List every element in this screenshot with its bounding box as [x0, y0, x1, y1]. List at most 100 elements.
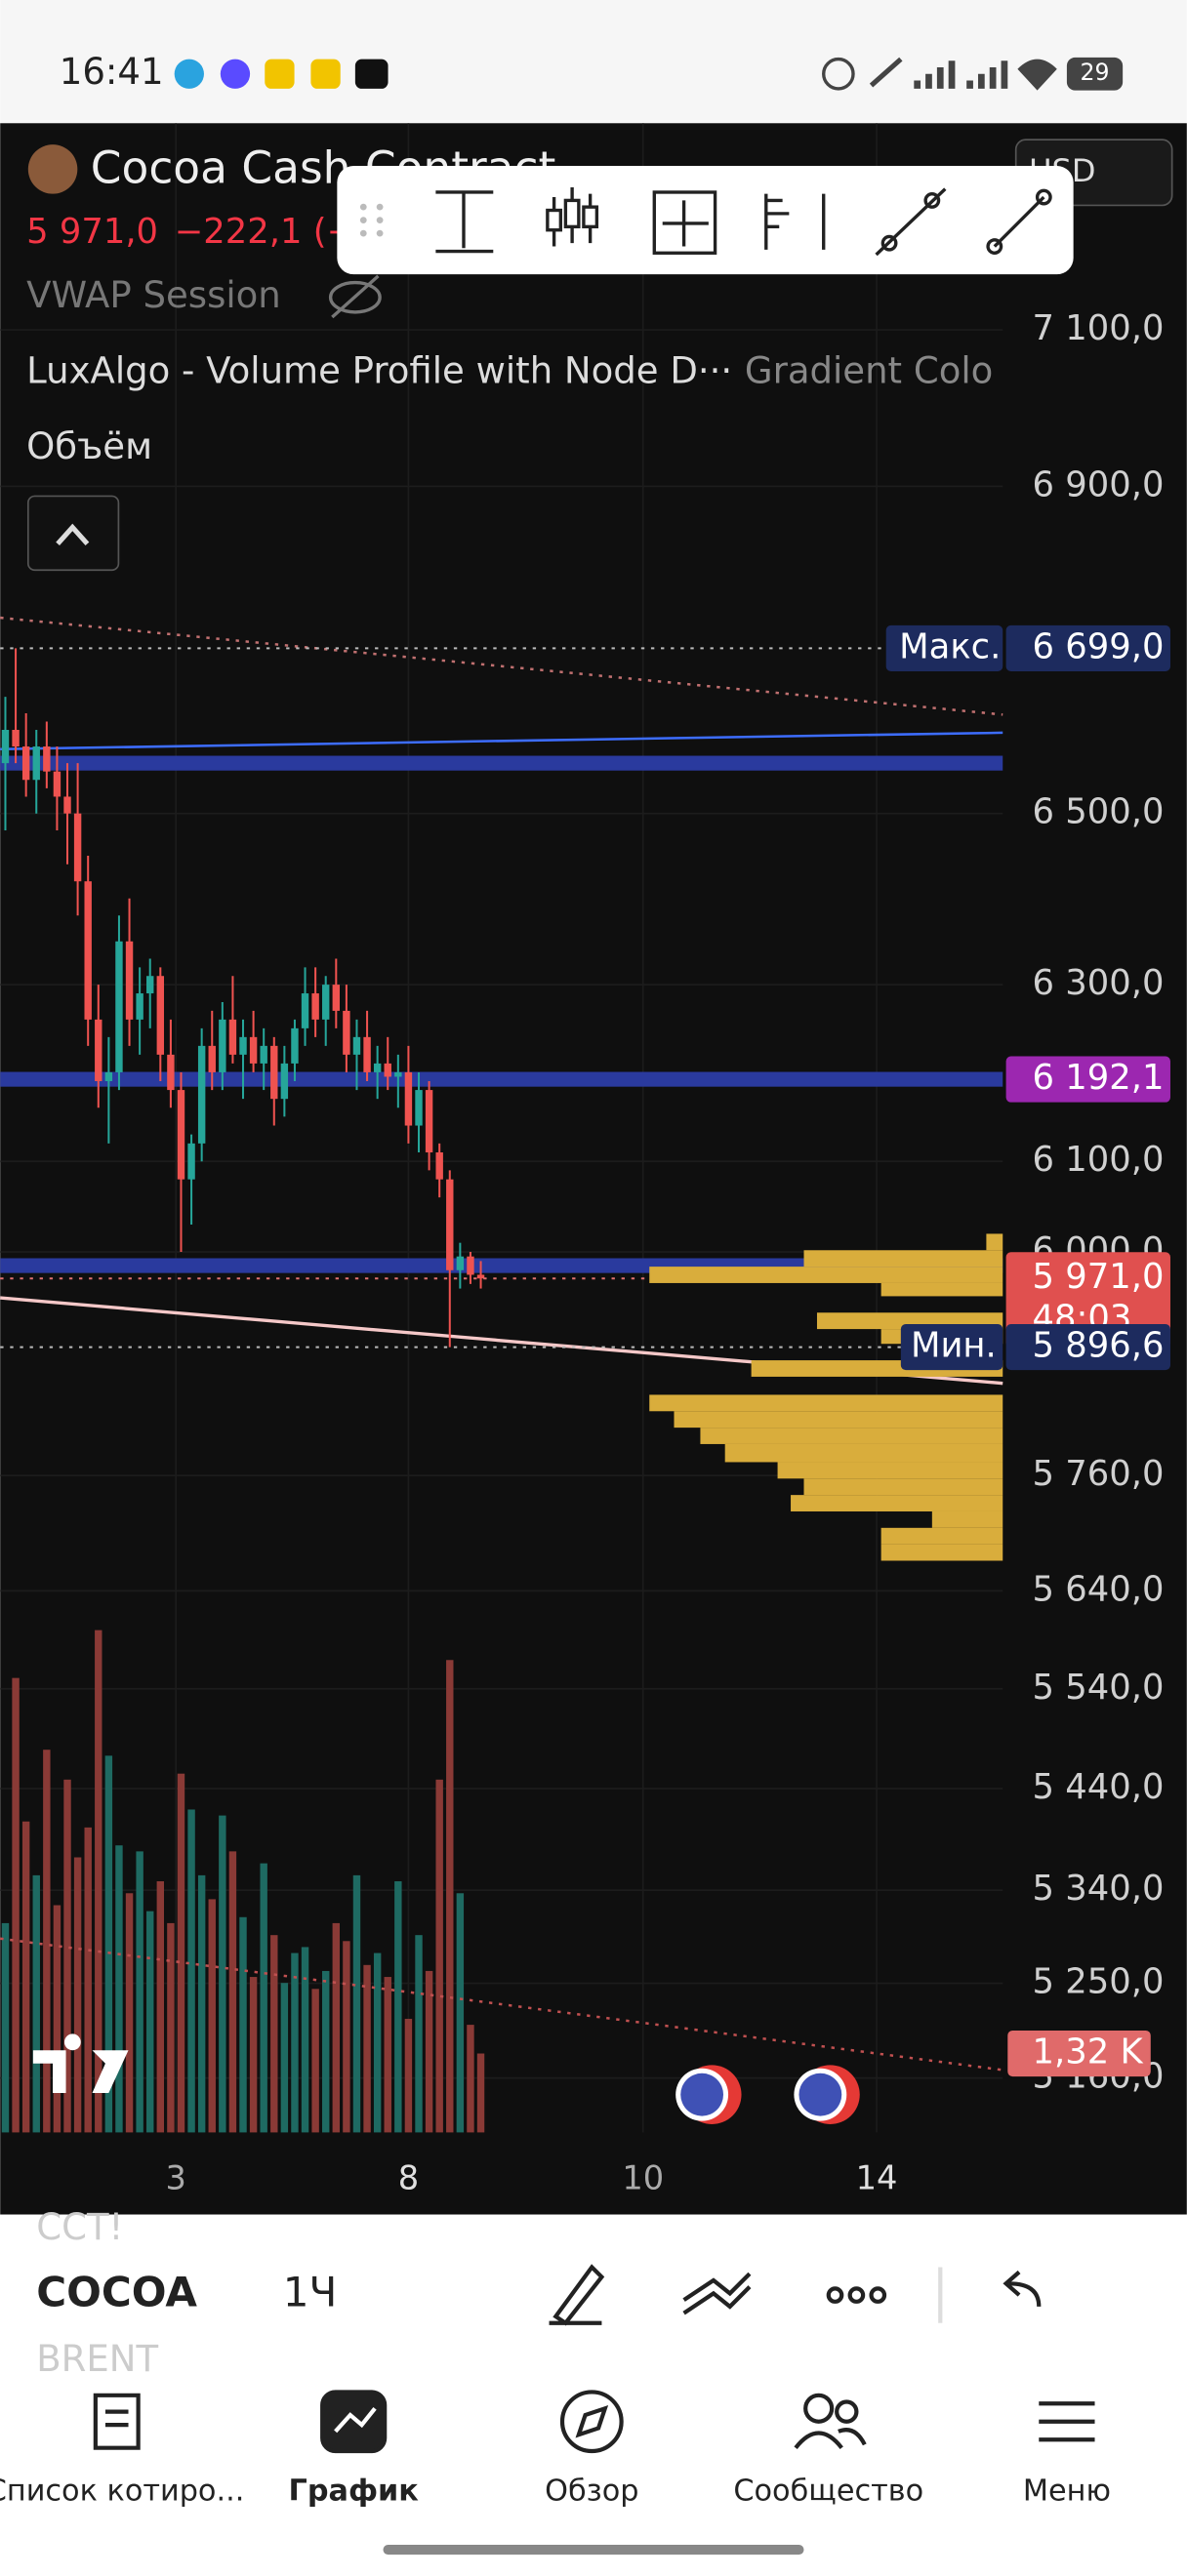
nav-bar — [0, 2373, 1187, 2576]
candle-body — [53, 771, 61, 797]
max-label-box — [885, 624, 1003, 671]
candle-body — [73, 813, 82, 882]
indicator-vwap[interactable]: VWAP Session — [26, 274, 281, 316]
event-icon[interactable] — [794, 2065, 860, 2124]
candle-body — [197, 1045, 206, 1144]
y-tick-label: 6 500,0 — [1033, 792, 1165, 832]
volume-bar — [435, 1779, 443, 2133]
candle-body — [177, 1090, 185, 1180]
candle-body — [352, 1036, 361, 1055]
y-tick-label: 5 640,0 — [1033, 1569, 1165, 1609]
candle-body — [115, 941, 123, 1072]
x-tick-label: 10 — [622, 2159, 664, 2197]
last-tag — [1005, 1252, 1170, 1348]
volume-bar — [208, 1899, 216, 2133]
volume-bar — [343, 1941, 350, 2133]
more-button[interactable] — [826, 2286, 887, 2304]
candle-body — [260, 1045, 267, 1064]
nav-item[interactable]: График — [289, 2475, 420, 2509]
quote: 5 971,0 — [26, 212, 158, 252]
candle-body — [311, 993, 319, 1020]
max-value: 6 699,0 — [1033, 626, 1165, 666]
clock: 16:41 — [60, 51, 164, 93]
volume-bar — [104, 1755, 113, 2133]
draw-button[interactable] — [549, 2264, 605, 2326]
drawing-toolbar — [337, 166, 1074, 275]
node-level — [0, 1071, 1003, 1087]
tv-logo — [32, 2033, 129, 2093]
status-icons — [174, 57, 1124, 91]
volume-bar — [415, 1935, 423, 2133]
home-indicator — [383, 2545, 804, 2556]
candle-body — [187, 1143, 195, 1180]
status-bar — [0, 0, 1187, 124]
volume-bar — [301, 1947, 309, 2133]
max-label: Макс. — [899, 626, 1001, 666]
candle-body — [84, 881, 92, 1020]
y-tick-label: 5 340,0 — [1033, 1869, 1165, 1909]
volume-bar — [73, 1857, 82, 2133]
indicator-volume[interactable]: Объём — [26, 425, 152, 467]
volume-bar — [197, 1874, 206, 2133]
volume-bar — [363, 1964, 371, 2133]
candle-body — [373, 1063, 382, 1072]
symbol[interactable]: COCOA — [36, 2269, 197, 2316]
trend-line — [0, 616, 1003, 716]
indicators-button[interactable] — [682, 2272, 752, 2315]
candle-body — [301, 993, 309, 1028]
candle-body — [43, 746, 51, 772]
nav-icon — [559, 2390, 624, 2454]
nav-icon — [320, 2390, 388, 2454]
volume-bar — [156, 1881, 165, 2133]
volume-bar — [249, 1977, 258, 2133]
volume-profile — [649, 1233, 1003, 1561]
nav-item[interactable]: Сообщество — [733, 2475, 923, 2509]
volume-bar — [125, 1893, 134, 2133]
plot — [0, 123, 1003, 2133]
volume-bar — [270, 1935, 278, 2133]
nav-item[interactable]: Меню — [1023, 2475, 1111, 2509]
interval[interactable]: 1Ч — [283, 2269, 338, 2316]
candle-body — [239, 1036, 247, 1055]
volume-bar — [476, 2053, 485, 2133]
volume-bar — [63, 1779, 71, 2133]
event-icon[interactable] — [675, 2065, 742, 2124]
nav-item[interactable]: Обзор — [545, 2475, 638, 2509]
candle-body — [415, 1090, 423, 1126]
candle-body — [32, 746, 40, 781]
hide-icon[interactable] — [328, 274, 382, 319]
candle-body — [104, 1071, 113, 1082]
overlay: 7 100,06 900,06 500,06 300,06 100,06 000… — [165, 308, 1170, 2197]
candle-body — [208, 1045, 216, 1072]
collapse-button[interactable] — [26, 495, 120, 572]
candle-body — [476, 1274, 485, 1279]
candle-body — [435, 1152, 443, 1180]
max-tag — [1005, 624, 1170, 671]
volume-bar — [21, 1821, 30, 2133]
undo-button[interactable] — [1003, 2270, 1042, 2308]
candle-body — [322, 985, 330, 1020]
nav-icon — [1039, 2401, 1095, 2442]
nav-item[interactable]: Список котиро... — [0, 2475, 244, 2509]
indicator-luxalgo[interactable]: LuxAlgo - Volume Profile with Node D··· — [26, 350, 732, 392]
x-tick-label: 3 — [165, 2159, 185, 2197]
candle-body — [249, 1036, 258, 1064]
symbol-bar — [0, 2214, 1187, 2374]
volume-bar — [373, 1952, 382, 2133]
volume-bar — [228, 1851, 237, 2133]
candle-body — [384, 1063, 391, 1077]
volume-bar — [115, 1845, 123, 2133]
prev-symbol: CCT! — [36, 2206, 123, 2248]
volume-bar — [219, 1815, 226, 2133]
volume-bar — [394, 1881, 402, 2133]
nav-icon — [794, 2393, 867, 2449]
candle-body — [291, 1027, 299, 1064]
min-label: Мин. — [911, 1326, 997, 1366]
battery-level: 29 — [1081, 59, 1110, 86]
trend-line — [0, 1937, 1003, 2072]
candle-body — [95, 1019, 102, 1082]
volume-bar — [239, 1916, 247, 2133]
volume-bar — [95, 1630, 102, 2133]
volume-bar — [260, 1863, 267, 2133]
volume-bar — [12, 1677, 20, 2133]
